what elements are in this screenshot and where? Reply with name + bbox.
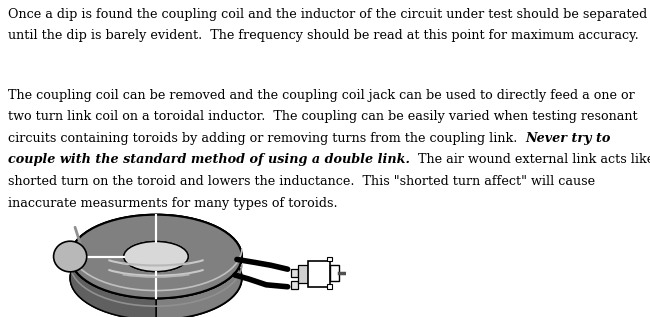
FancyBboxPatch shape (327, 256, 332, 262)
Text: circuits containing toroids by adding or removing turns from the coupling link.: circuits containing toroids by adding or… (8, 132, 525, 145)
FancyBboxPatch shape (308, 262, 330, 287)
Text: two turn link coil on a toroidal inductor.  The coupling can be easily varied wh: two turn link coil on a toroidal inducto… (8, 110, 638, 123)
FancyBboxPatch shape (330, 265, 339, 281)
FancyBboxPatch shape (298, 265, 308, 283)
FancyBboxPatch shape (291, 269, 298, 277)
Polygon shape (156, 215, 242, 317)
Ellipse shape (70, 236, 242, 317)
FancyBboxPatch shape (327, 284, 332, 289)
Text: Never try to: Never try to (525, 132, 610, 145)
Polygon shape (124, 242, 156, 293)
Ellipse shape (124, 242, 188, 272)
Text: The air wound external link acts like a: The air wound external link acts like a (410, 153, 650, 166)
Text: shorted turn on the toroid and lowers the inductance.  This "shorted turn affect: shorted turn on the toroid and lowers th… (8, 175, 595, 188)
Ellipse shape (70, 215, 242, 298)
Polygon shape (70, 215, 156, 317)
Text: couple with the standard method of using a double link.: couple with the standard method of using… (8, 153, 410, 166)
Text: until the dip is barely evident.  The frequency should be read at this point for: until the dip is barely evident. The fre… (8, 29, 638, 42)
Text: inaccurate measurments for many types of toroids.: inaccurate measurments for many types of… (8, 197, 337, 210)
FancyBboxPatch shape (291, 281, 298, 289)
Text: The coupling coil can be removed and the coupling coil jack can be used to direc: The coupling coil can be removed and the… (8, 89, 634, 102)
Ellipse shape (124, 242, 188, 272)
Ellipse shape (53, 241, 86, 272)
Ellipse shape (70, 215, 242, 298)
Ellipse shape (124, 263, 188, 293)
Text: Once a dip is found the coupling coil and the inductor of the circuit under test: Once a dip is found the coupling coil an… (8, 8, 647, 21)
